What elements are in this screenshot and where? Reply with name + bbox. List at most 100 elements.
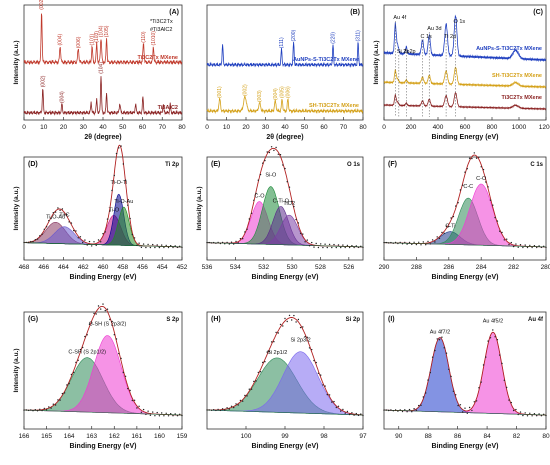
data-point — [30, 409, 32, 411]
data-point — [70, 373, 73, 376]
data-point — [429, 243, 431, 245]
series-name: Ti3C2Tx MXene — [501, 95, 542, 101]
data-point — [152, 411, 154, 413]
x-tick-label: 162 — [109, 433, 120, 440]
data-point — [392, 410, 394, 412]
data-point — [317, 372, 320, 374]
data-point — [230, 405, 233, 407]
data-point — [397, 410, 399, 412]
data-point — [464, 171, 466, 173]
data-point — [459, 189, 462, 191]
x-tick-label: 60 — [139, 124, 147, 131]
data-point — [494, 216, 496, 219]
peak-label: (104) — [99, 62, 105, 74]
data-point — [57, 399, 59, 401]
data-point — [106, 218, 109, 220]
legend-entry: #Ti3AlC2 — [150, 27, 172, 33]
x-tick-label: 82 — [513, 433, 521, 440]
y-axis-label: Intensity (a.u.) — [13, 186, 20, 230]
data-point — [208, 241, 210, 244]
data-point — [45, 409, 48, 411]
data-point — [82, 346, 84, 349]
data-point — [277, 153, 279, 155]
data-point — [499, 230, 501, 232]
data-point — [129, 389, 131, 392]
peak-label: (101) — [90, 33, 96, 45]
data-point — [36, 410, 39, 412]
data-point — [524, 244, 526, 246]
data-point — [473, 152, 475, 154]
data-point — [86, 334, 88, 336]
data-point — [102, 303, 104, 305]
data-point — [23, 409, 25, 411]
component-label: Ti-O-Au — [114, 199, 133, 205]
data-point — [311, 241, 313, 244]
x-tick-label: 50 — [119, 124, 127, 131]
x-tick-label: 99 — [281, 433, 289, 440]
data-point — [36, 238, 39, 240]
data-point — [104, 309, 107, 312]
data-point — [462, 184, 464, 186]
data-point — [43, 228, 45, 230]
data-point — [248, 388, 250, 390]
x-tick-label: 456 — [137, 264, 148, 271]
data-point — [468, 157, 471, 159]
data-point — [348, 413, 351, 416]
data-point — [383, 409, 385, 411]
data-point — [436, 338, 438, 340]
x-tick-label: 452 — [177, 264, 188, 271]
data-point — [122, 163, 125, 165]
background-line — [23, 242, 183, 248]
data-point — [362, 246, 364, 249]
peak-label: (110) — [141, 31, 147, 43]
data-point — [30, 240, 32, 243]
x-tick-label: 290 — [379, 264, 390, 271]
data-point — [73, 371, 75, 374]
data-point — [161, 412, 163, 414]
data-point — [448, 368, 450, 370]
data-point — [275, 146, 277, 149]
data-point — [545, 246, 547, 249]
data-point — [275, 331, 277, 334]
data-point — [172, 415, 174, 417]
data-point — [522, 246, 524, 249]
y-axis-label: Intensity (a.u.) — [373, 40, 380, 84]
data-point — [526, 415, 529, 417]
component-label: Ti-C — [59, 213, 69, 219]
data-point — [431, 239, 434, 241]
data-point — [286, 181, 288, 183]
data-point — [478, 387, 480, 389]
data-point — [536, 246, 538, 249]
data-point — [489, 199, 492, 201]
x-tick-label: 400 — [433, 124, 444, 131]
data-point — [471, 157, 473, 160]
x-tick-label: 100 — [241, 433, 252, 440]
panel-I: 90 88 86 84 82 80 Binding Energy (eV) (I) Au 4f A… — [383, 311, 550, 450]
data-point — [70, 222, 73, 224]
data-point — [45, 226, 48, 228]
data-point — [48, 406, 50, 408]
data-point — [239, 399, 242, 402]
panel-F: 290 288 286 284 282 280 Binding Energy (eV) (F)… — [379, 152, 550, 281]
x-tick-label: 84 — [483, 433, 491, 440]
data-point — [404, 241, 406, 244]
x-tick-label: 462 — [78, 264, 89, 271]
panel-label: (C) — [533, 9, 543, 16]
data-point — [399, 409, 401, 411]
data-point — [331, 246, 333, 249]
x-tick-label: 284 — [476, 264, 487, 271]
data-point — [273, 149, 275, 152]
data-point — [255, 380, 257, 382]
data-point — [355, 245, 357, 247]
data-point — [228, 243, 230, 245]
data-point — [291, 319, 293, 321]
y-axis-label: Intensity (a.u.) — [13, 40, 20, 84]
series-line — [383, 14, 547, 63]
data-point — [331, 401, 333, 403]
data-point — [468, 406, 471, 409]
data-point — [326, 246, 328, 249]
x-tick-label: 460 — [98, 264, 109, 271]
data-point — [496, 339, 499, 341]
data-point — [253, 380, 255, 383]
data-point — [397, 242, 399, 245]
